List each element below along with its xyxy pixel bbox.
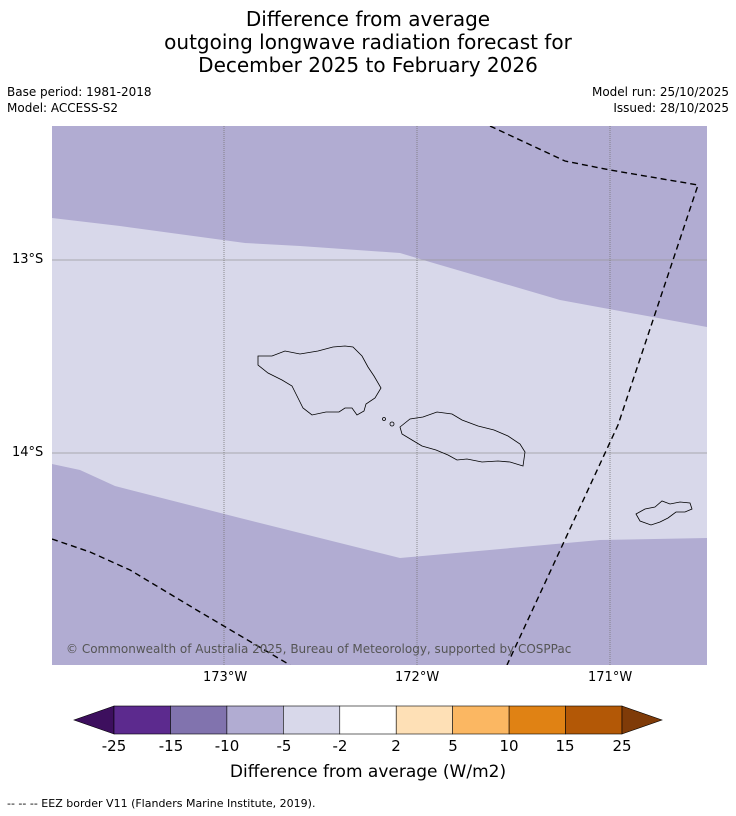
cb-tick-label: 25: [612, 737, 632, 755]
colorbar-segment: [508, 705, 566, 735]
upolu-island-outline: [399, 411, 526, 467]
colorbar-segment: [226, 705, 284, 735]
eez-legend-note: -- -- -- EEZ border V11 (Flanders Marine…: [7, 797, 316, 810]
cb-tick-label: -15: [158, 737, 184, 755]
cb-tick-label: 10: [499, 737, 519, 755]
colorbar-segment: [170, 705, 228, 735]
map-area: © Commonwealth of Australia 2025, Bureau…: [52, 126, 707, 665]
lon-label-171w: 171°W: [588, 670, 633, 685]
apolima-island-outline: [382, 417, 386, 421]
title-line-3: December 2025 to February 2026: [198, 53, 538, 77]
colorbar-segment: [283, 705, 341, 735]
copyright-text: © Commonwealth of Australia 2025, Bureau…: [66, 642, 571, 656]
cb-tick-label: -25: [101, 737, 127, 755]
cb-tick-label: -5: [276, 737, 292, 755]
cb-tick-label: -2: [332, 737, 348, 755]
eez-border-southwest: [52, 538, 291, 665]
lat-label-13s: 13°S: [12, 252, 44, 267]
colorbar-segment: [339, 705, 397, 735]
lon-label-172w: 172°W: [395, 670, 440, 685]
title-line-1: Difference from average: [245, 7, 491, 31]
colorbar-extend-low: [73, 705, 115, 735]
meta-left: Base period: 1981-2018 Model: ACCESS-S2: [7, 84, 152, 116]
colorbar: [73, 705, 663, 735]
colorbar-segment: [565, 705, 623, 735]
cb-tick-label: 15: [555, 737, 575, 755]
issued-date: Issued: 28/10/2025: [613, 101, 729, 115]
meta-right: Model run: 25/10/2025 Issued: 28/10/2025: [592, 84, 729, 116]
lat-label-14s: 14°S: [12, 445, 44, 460]
colorbar-segment: [452, 705, 510, 735]
eez-border-east: [489, 126, 699, 665]
colorbar-segment: [113, 705, 171, 735]
colorbar-segment: [395, 705, 453, 735]
model-name: Model: ACCESS-S2: [7, 101, 119, 115]
manono-island-outline: [389, 421, 395, 427]
colorbar-extend-high: [621, 705, 663, 735]
title-line-2: outgoing longwave radiation forecast for: [164, 30, 572, 54]
region-minus5-minus2: [52, 218, 707, 558]
colorbar-title: Difference from average (W/m2): [229, 762, 507, 782]
savaii-island-outline: [257, 345, 382, 416]
base-period: Base period: 1981-2018: [7, 85, 152, 99]
cb-tick-label: 2: [391, 737, 401, 755]
chart-title: Difference from average outgoing longwav…: [0, 8, 736, 77]
lon-label-173w: 173°W: [203, 670, 248, 685]
model-run: Model run: 25/10/2025: [591, 85, 729, 99]
tutuila-island-outline: [635, 500, 693, 526]
cb-tick-label: -10: [214, 737, 240, 755]
cb-tick-label: 5: [448, 737, 458, 755]
